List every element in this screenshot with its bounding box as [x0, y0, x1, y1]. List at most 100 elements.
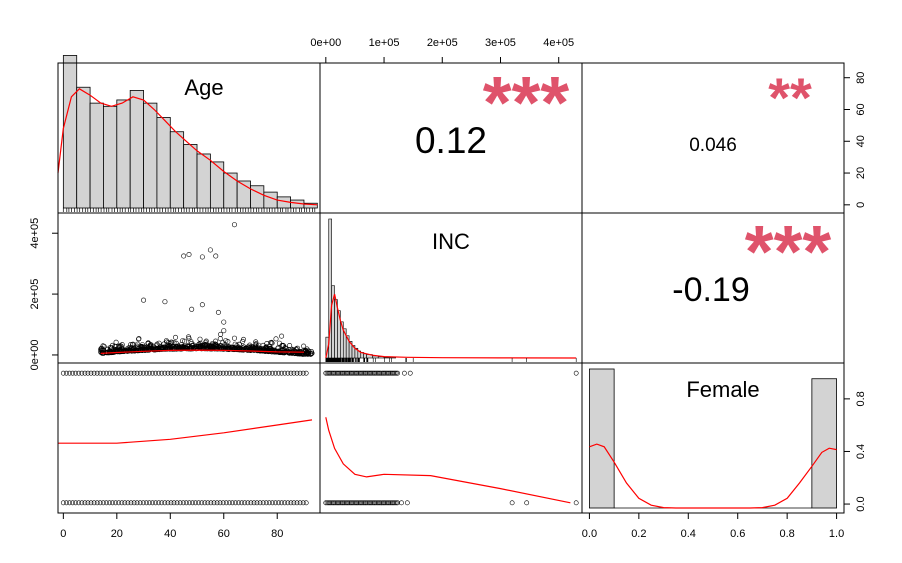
inc-female-point	[382, 500, 388, 506]
age-female-point	[110, 500, 115, 506]
inc-female-point	[356, 370, 362, 376]
age-inc-significance-stars: ***	[483, 61, 570, 144]
age-inc-point	[114, 349, 120, 355]
age-histogram-bar	[250, 185, 265, 209]
age-female-point	[282, 370, 288, 376]
inc-female-point	[347, 370, 353, 376]
age-inc-point	[217, 336, 223, 342]
inc-female-point	[337, 500, 343, 506]
age-female-point	[177, 500, 183, 506]
age-female-point	[140, 370, 146, 376]
age-female-point	[273, 370, 278, 376]
age-inc-point	[189, 343, 195, 349]
age-inc-point	[162, 299, 168, 305]
inc-female-point	[383, 500, 389, 506]
age-female-point	[131, 370, 137, 376]
age-female-point	[70, 500, 75, 506]
age-female-point	[196, 500, 201, 506]
inc-female-point	[334, 370, 340, 376]
age-female-point	[217, 500, 223, 506]
female-right-tick-label: 0.0	[855, 496, 867, 511]
age-female-point	[100, 370, 106, 376]
age-female-point	[266, 370, 272, 376]
age-female-point	[113, 500, 118, 506]
age-female-point	[107, 500, 112, 506]
age-female-point	[211, 500, 217, 506]
age-female-point	[291, 370, 297, 376]
age-right-tick-label: 20	[855, 167, 867, 179]
inc-female-point	[356, 500, 362, 506]
age-inc-point	[117, 343, 123, 349]
age-inc-point	[301, 343, 307, 349]
age-inc-point	[207, 247, 213, 253]
age-inc-point	[139, 344, 145, 350]
age-female-point	[79, 500, 85, 506]
age-female-point	[239, 500, 245, 506]
inc-female-point	[324, 500, 330, 506]
age-female-point	[193, 500, 198, 506]
female-bottom-tick-label: 0.4	[681, 528, 696, 540]
age-inc-point	[273, 336, 279, 342]
inc-female-point	[341, 370, 347, 376]
age-female-point	[288, 370, 294, 376]
inc-female-point	[345, 500, 350, 506]
inc-left-tick-label: 4e+05	[29, 218, 41, 249]
age-female-point	[214, 500, 220, 506]
inc-female-point	[327, 370, 333, 376]
age-female-point	[208, 500, 214, 506]
age-bottom-tick-label: 80	[271, 528, 283, 540]
inc-female-point	[333, 370, 339, 376]
inc-female-point	[331, 370, 336, 376]
inc-female-point	[392, 500, 398, 506]
inc-female-point	[347, 500, 353, 506]
age-inc-point	[110, 342, 116, 348]
age-inc-point	[280, 343, 286, 349]
age-female-point	[165, 500, 171, 506]
age-density-line	[57, 88, 318, 206]
inc-top-tick-label: 0e+00	[310, 37, 341, 49]
age-inc-point	[126, 347, 132, 353]
age-inc-point	[244, 347, 250, 353]
age-female-point	[199, 500, 205, 506]
age-female-point	[208, 370, 214, 376]
age-female-point	[153, 370, 158, 376]
age-female-point	[199, 370, 205, 376]
age-female-point	[193, 370, 198, 376]
age-female-point	[223, 500, 229, 506]
age-female-point	[183, 370, 189, 376]
age-female-point	[186, 370, 192, 376]
age-inc-point	[294, 350, 300, 356]
inc-female-point	[369, 370, 375, 376]
inc-density-line	[325, 293, 577, 359]
age-female-point	[220, 370, 226, 376]
inc-female-point	[336, 500, 341, 506]
age-female-point	[134, 500, 140, 506]
age-inc-point	[136, 336, 142, 342]
inc-female-point	[389, 500, 395, 506]
inc-top-tick-label: 3e+05	[485, 37, 516, 49]
age-female-point	[168, 370, 174, 376]
age-female-point	[242, 370, 248, 376]
age-female-point	[143, 500, 149, 506]
age-inc-point	[301, 348, 307, 354]
age-female-point	[174, 370, 180, 376]
inc-female-point	[373, 500, 379, 506]
age-inc-point	[221, 319, 227, 325]
inc-female-point	[360, 500, 366, 506]
age-inc-point	[154, 341, 160, 347]
age-female-point	[174, 500, 180, 506]
inc-female-smooth-line	[325, 417, 571, 504]
age-histogram-bar	[143, 102, 158, 209]
age-female-point	[67, 500, 72, 506]
age-inc-point	[126, 348, 132, 354]
inc-top-tick-label: 2e+05	[427, 37, 458, 49]
age-inc-point	[100, 343, 106, 349]
inc-female-point	[379, 500, 385, 506]
inc-female-point	[366, 500, 372, 506]
inc-female-point	[338, 370, 344, 376]
age-female-significance-stars: **	[768, 66, 812, 129]
age-inc-point	[113, 339, 119, 345]
inc-top-tick-label: 4e+05	[543, 37, 574, 49]
age-female-point	[254, 370, 260, 376]
age-female-point	[226, 370, 232, 376]
